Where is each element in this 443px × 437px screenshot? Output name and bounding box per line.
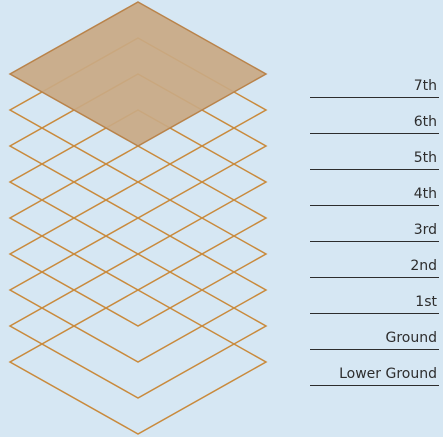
floor-plate-3rd[interactable] (8, 145, 268, 291)
floor-plate-1st[interactable] (8, 217, 268, 363)
floor-rule-ground (310, 349, 439, 350)
floor-label-7th[interactable]: 7th (413, 78, 437, 94)
floor-label-1st[interactable]: 1st (415, 294, 437, 310)
floor-rule-lower-ground (310, 385, 439, 386)
floor-label-5th[interactable]: 5th (413, 150, 437, 166)
floor-rule-5th (310, 169, 439, 170)
floor-label-6th[interactable]: 6th (413, 114, 437, 130)
floor-rule-4th (310, 205, 439, 206)
floor-rule-6th (310, 133, 439, 134)
floor-label-3rd[interactable]: 3rd (413, 222, 437, 238)
floor-rule-3rd (310, 241, 439, 242)
floor-label-ground[interactable]: Ground (385, 330, 438, 346)
floor-label-4th[interactable]: 4th (413, 186, 437, 202)
floor-plate-5th[interactable] (8, 73, 268, 219)
floor-rule-2nd (310, 277, 439, 278)
floor-plate-2nd[interactable] (8, 181, 268, 327)
floor-plate-ground[interactable] (8, 253, 268, 399)
floor-label-2nd[interactable]: 2nd (410, 258, 437, 274)
floor-plate-7th[interactable] (8, 1, 268, 147)
floor-label-lower-ground[interactable]: Lower Ground (339, 366, 437, 382)
floor-plate-lower-ground[interactable] (8, 289, 268, 435)
floor-rule-7th (310, 97, 439, 98)
floor-plate-4th[interactable] (8, 109, 268, 255)
floor-rule-1st (310, 313, 439, 314)
